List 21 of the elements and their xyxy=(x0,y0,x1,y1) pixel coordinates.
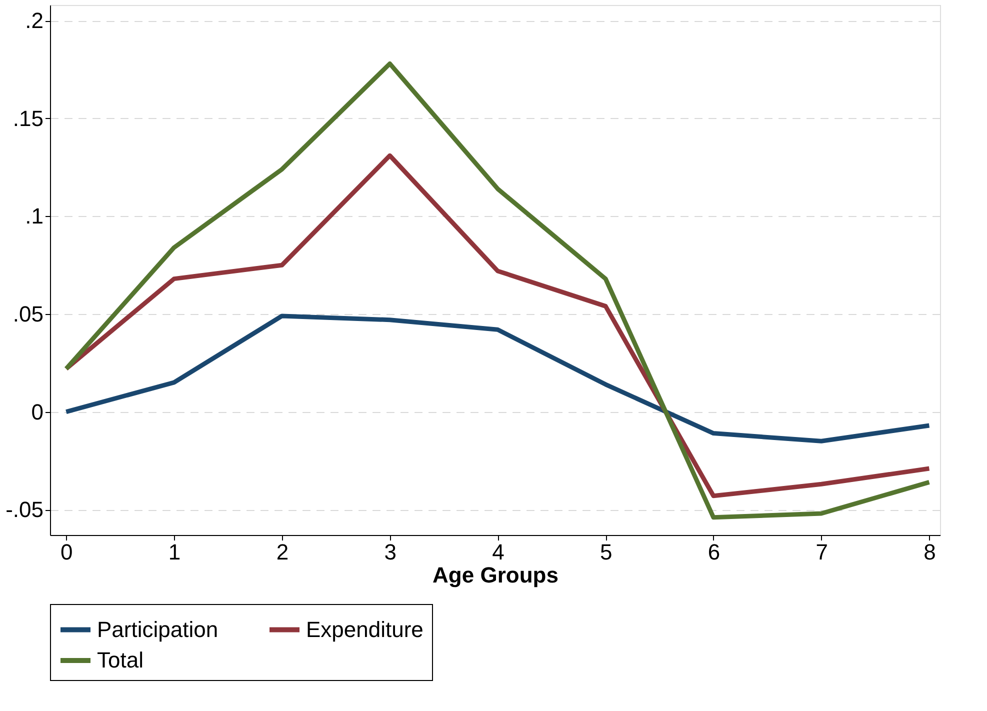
y-tick-label: .1 xyxy=(25,204,44,229)
y-tick-label: .15 xyxy=(12,106,44,131)
line-series xyxy=(64,61,932,520)
y-tick-label: .05 xyxy=(12,302,44,327)
legend-label: Participation xyxy=(97,616,218,642)
x-tick-label: 1 xyxy=(168,540,181,564)
x-tick-label: 3 xyxy=(384,540,396,564)
y-tick-label: .2 xyxy=(25,8,44,34)
legend-label: Expenditure xyxy=(306,616,424,642)
x-tick-label: 0 xyxy=(60,540,73,564)
x-tick-label: 2 xyxy=(276,540,289,564)
x-tick-label: 4 xyxy=(492,540,504,564)
y-tick-label: -.05 xyxy=(6,497,44,522)
y-tick-label: 0 xyxy=(31,399,44,424)
x-axis-title: Age Groups xyxy=(432,562,558,588)
x-tick-label: 8 xyxy=(924,540,936,564)
x-tick-label: 7 xyxy=(816,540,828,564)
x-tick-label: 6 xyxy=(708,540,720,564)
line-series xyxy=(64,314,932,444)
x-tick-label: 5 xyxy=(600,540,612,564)
legend-label: Total xyxy=(97,648,144,672)
